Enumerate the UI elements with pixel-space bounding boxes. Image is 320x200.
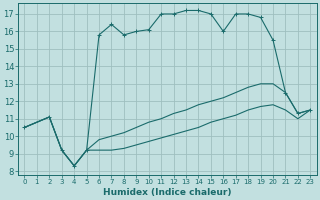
X-axis label: Humidex (Indice chaleur): Humidex (Indice chaleur) [103,188,232,197]
